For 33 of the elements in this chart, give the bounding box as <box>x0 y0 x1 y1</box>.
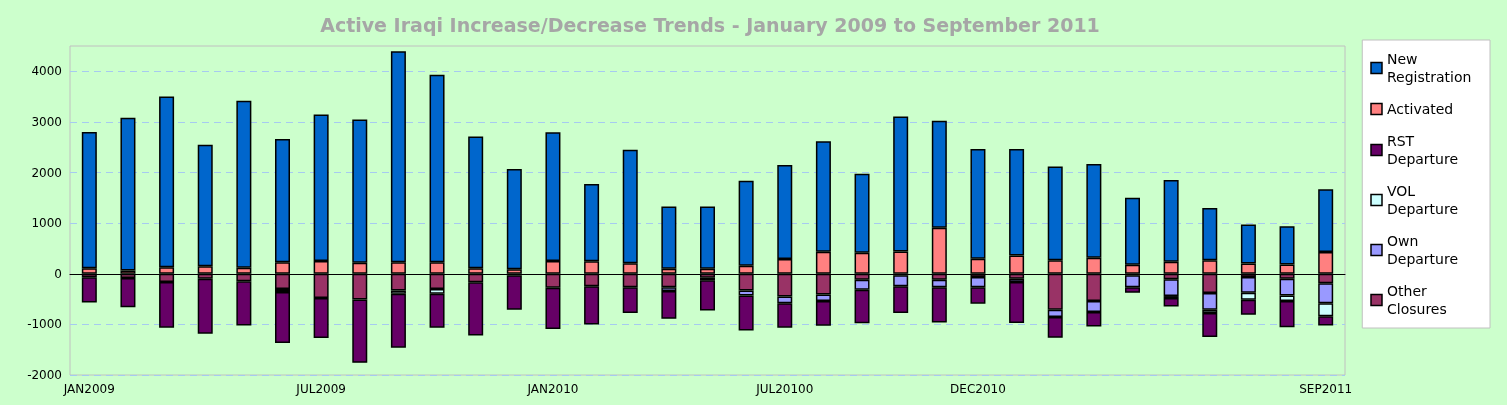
bar <box>1009 282 1025 324</box>
y-tick-label: 4000 <box>31 64 62 79</box>
x-tick-label: JAN2009 <box>62 382 115 396</box>
x-tick-label: DEC2010 <box>950 382 1006 396</box>
y-tick-label: 0 <box>54 266 62 281</box>
bar <box>506 169 522 270</box>
legend-label: New Registration <box>1387 51 1472 85</box>
bar <box>1163 298 1179 307</box>
x-tick-label: JAN2010 <box>526 382 579 396</box>
y-tick-label: -2000 <box>27 368 62 382</box>
legend-label: RST Departure <box>1387 133 1459 167</box>
bar <box>275 291 290 344</box>
y-tick-label: 1000 <box>31 216 62 231</box>
chart-title: Active Iraqi Increase/Decrease Trends - January 2009 to September 2011 <box>320 13 1100 36</box>
legend-label: Other Closures <box>1387 283 1447 317</box>
legend-label: Own Departure <box>1387 233 1459 267</box>
bar <box>81 277 97 303</box>
bar <box>120 117 136 271</box>
bar <box>661 290 677 319</box>
bar <box>390 293 406 348</box>
y-tick-label: 3000 <box>31 114 62 129</box>
x-tick-label: JUL20100 <box>755 382 814 396</box>
y-tick-label: 2000 <box>31 165 62 180</box>
x-tick-label: JUL2009 <box>295 382 346 396</box>
bar <box>429 293 445 328</box>
bar <box>197 278 213 334</box>
x-tick-label: SEP2011 <box>1299 382 1353 396</box>
legend-label: Activated <box>1387 101 1454 117</box>
bar <box>1202 313 1218 338</box>
bar <box>120 278 136 308</box>
bar <box>700 280 715 311</box>
legend-label: VOL Departure <box>1387 183 1459 217</box>
y-tick-label: -1000 <box>27 317 62 332</box>
